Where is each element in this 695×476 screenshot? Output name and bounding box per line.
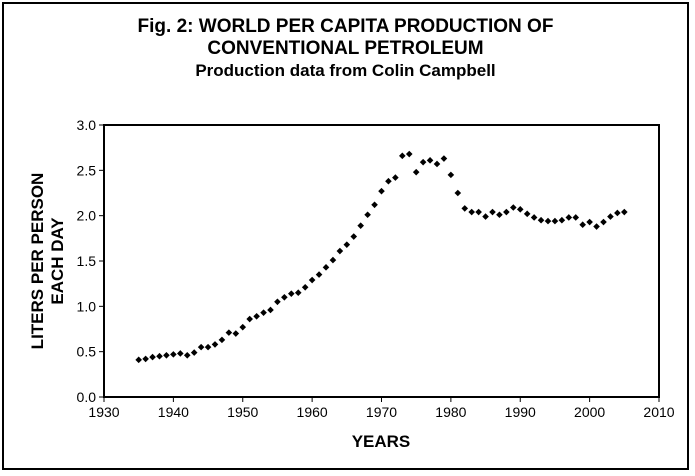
data-point xyxy=(482,213,489,220)
data-point xyxy=(523,210,531,218)
data-point xyxy=(190,349,198,356)
data-point xyxy=(288,290,295,297)
x-axis-title: YEARS xyxy=(352,432,411,451)
data-point xyxy=(475,208,482,216)
data-point xyxy=(218,336,226,344)
data-point xyxy=(177,350,184,357)
data-point xyxy=(211,341,219,348)
data-point xyxy=(149,353,156,361)
data-point xyxy=(551,217,559,225)
data-point xyxy=(510,204,517,211)
y-axis-title: LITERS PER PERSON EACH DAY xyxy=(28,173,67,350)
data-point xyxy=(614,209,621,217)
data-point xyxy=(537,216,545,224)
data-point xyxy=(565,214,573,221)
x-tick-label: 1930 xyxy=(88,404,119,420)
data-point xyxy=(343,241,351,248)
data-point xyxy=(440,155,448,162)
data-point xyxy=(579,221,586,229)
data-point xyxy=(593,223,600,230)
data-point xyxy=(530,214,538,221)
x-tick-label: 2000 xyxy=(574,404,605,420)
y-axis-title-line-1: LITERS PER PERSON xyxy=(28,173,47,350)
y-tick-label: 0.0 xyxy=(77,389,97,405)
data-point xyxy=(364,211,371,219)
data-point xyxy=(142,355,149,363)
data-point xyxy=(260,309,267,316)
data-point xyxy=(301,283,309,291)
data-point xyxy=(294,289,302,297)
axis-ticks: 1930 1940 1950 1960 1970 1980 1990 2000 2010 0.0 0… xyxy=(77,117,675,420)
data-point xyxy=(516,206,524,213)
x-tick-label: 2010 xyxy=(643,404,674,420)
data-point xyxy=(156,352,163,360)
data-point xyxy=(267,306,274,314)
data-point xyxy=(600,218,607,226)
data-point xyxy=(357,222,364,229)
data-point xyxy=(405,150,413,158)
data-point xyxy=(621,208,628,216)
y-tick-label: 1.5 xyxy=(77,253,97,269)
data-point xyxy=(135,356,142,364)
data-point xyxy=(322,264,330,271)
x-tick-label: 1990 xyxy=(505,404,536,420)
y-tick-label: 2.0 xyxy=(77,208,97,224)
data-point xyxy=(544,217,552,225)
data-point xyxy=(163,351,170,359)
data-point xyxy=(246,315,253,323)
data-point xyxy=(378,187,385,195)
chart-frame xyxy=(2,2,689,470)
data-point xyxy=(315,271,323,278)
y-tick-label: 2.5 xyxy=(77,162,97,178)
data-point xyxy=(274,298,281,306)
data-point xyxy=(468,208,475,216)
data-point xyxy=(225,329,233,336)
x-tick-label: 1950 xyxy=(227,404,258,420)
data-point xyxy=(489,208,496,216)
data-point xyxy=(170,351,177,358)
x-tick-label: 1960 xyxy=(297,404,328,420)
data-point xyxy=(308,276,316,284)
data-point xyxy=(183,351,191,359)
data-point xyxy=(426,157,434,164)
data-point xyxy=(433,160,441,168)
y-tick-label: 3.0 xyxy=(77,117,97,133)
data-point xyxy=(336,247,344,255)
data-point xyxy=(461,205,469,212)
data-point xyxy=(350,233,358,240)
data-point xyxy=(503,208,510,216)
data-point xyxy=(281,293,288,301)
data-point xyxy=(447,171,455,179)
x-tick-label: 1940 xyxy=(158,404,189,420)
data-point xyxy=(496,211,503,219)
data-point xyxy=(607,213,614,220)
data-point xyxy=(586,218,593,226)
data-point xyxy=(197,343,205,351)
data-point xyxy=(385,177,392,185)
chart-title-block: Fig. 2: WORLD PER CAPITA PRODUCTION OF C… xyxy=(0,16,691,81)
y-tick-label: 1.0 xyxy=(77,298,97,314)
data-point xyxy=(232,330,240,337)
data-point xyxy=(399,152,406,160)
data-point xyxy=(204,343,212,351)
x-tick-label: 1970 xyxy=(366,404,397,420)
data-point xyxy=(454,189,462,197)
data-point xyxy=(392,174,399,181)
data-points xyxy=(135,150,628,364)
y-tick-label: 0.5 xyxy=(77,344,97,360)
data-point xyxy=(572,214,580,221)
y-axis-title-line-2: EACH DAY xyxy=(48,217,67,305)
data-point xyxy=(239,323,247,331)
data-point xyxy=(253,313,260,320)
data-point xyxy=(412,168,420,176)
data-point xyxy=(558,216,566,224)
x-tick-label: 1980 xyxy=(435,404,466,420)
chart-title-line-2: CONVENTIONAL PETROLEUM xyxy=(207,38,484,59)
data-point xyxy=(329,256,337,264)
data-point xyxy=(371,201,378,209)
chart-title-line-1: Fig. 2: WORLD PER CAPITA PRODUCTION OF xyxy=(137,16,554,37)
chart-subtitle: Production data from Colin Campbell xyxy=(195,61,496,80)
data-point xyxy=(419,158,427,166)
